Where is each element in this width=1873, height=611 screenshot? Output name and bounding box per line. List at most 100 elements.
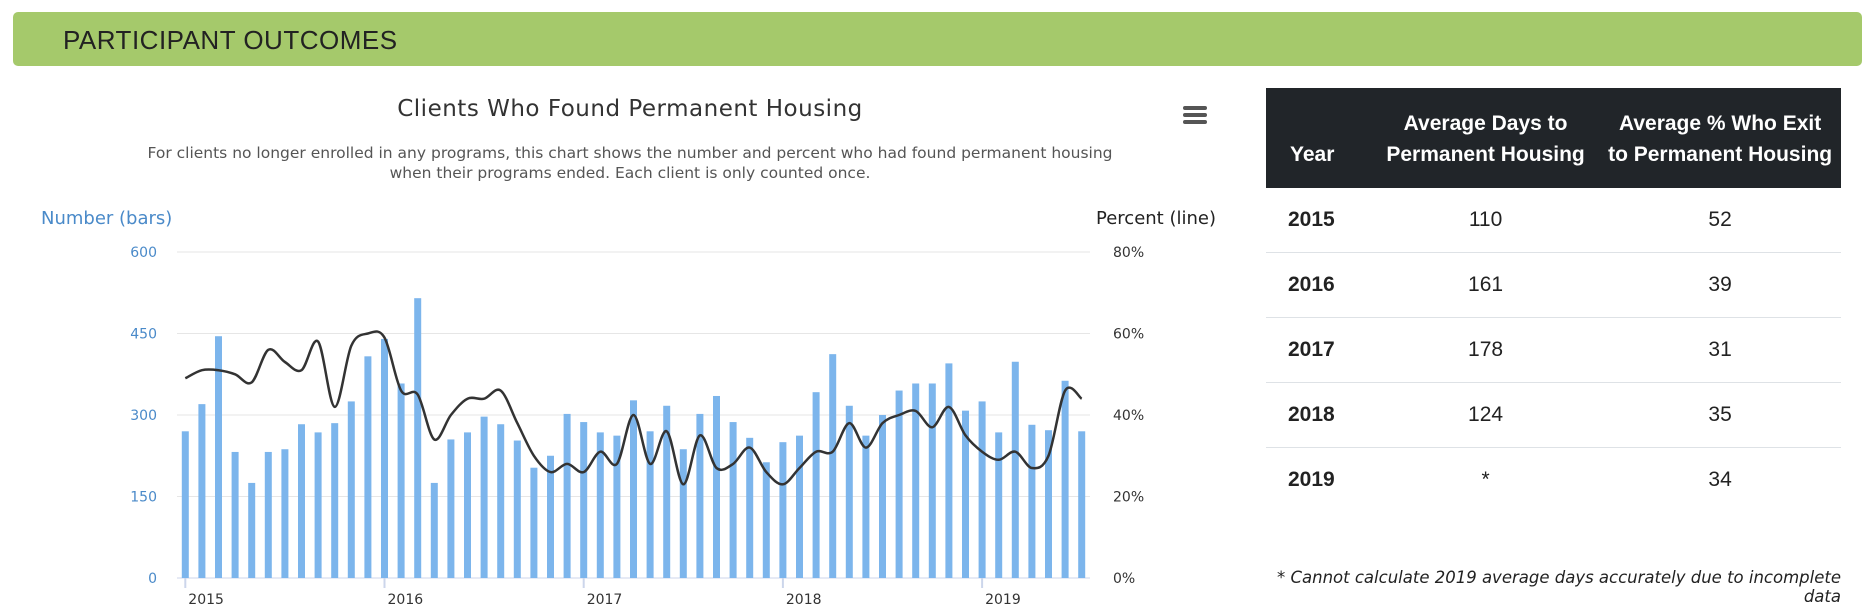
left-axis-title: Number (bars) — [41, 208, 173, 229]
header-year: Year — [1266, 88, 1372, 188]
chart-subtitle-line-2: when their programs ended. Each client i… — [389, 164, 871, 182]
percent-cell: 39 — [1599, 252, 1841, 318]
year-cell: 2019 — [1288, 468, 1335, 491]
bar — [547, 455, 554, 578]
section-title: PARTICIPANT OUTCOMES — [63, 25, 398, 55]
right-tick-label: 80% — [1113, 245, 1144, 261]
bar — [281, 449, 289, 578]
bar — [962, 410, 969, 578]
chart-title: Clients Who Found Permanent Housing — [397, 96, 863, 122]
bar — [812, 392, 820, 578]
bar — [497, 424, 505, 578]
bar — [480, 416, 488, 578]
bar — [845, 405, 853, 578]
bar — [530, 467, 538, 578]
bar — [381, 338, 388, 578]
x-tick-label: 2015 — [188, 592, 224, 608]
percent-cell: 52 — [1599, 188, 1841, 253]
days-cell: 124 — [1371, 382, 1600, 448]
table-header-row: Year Average Days to Permanent Housing A… — [1266, 88, 1841, 188]
chart-subtitle: For clients no longer enrolled in any pr… — [130, 143, 1130, 183]
bar — [580, 422, 588, 578]
year-cell: 2015 — [1266, 188, 1372, 253]
table-row: 2019 * 34 — [1266, 448, 1841, 513]
bar — [430, 482, 438, 578]
bar — [596, 432, 604, 578]
left-tick-label: 150 — [130, 490, 157, 506]
bar — [231, 451, 239, 578]
bar — [762, 462, 770, 578]
x-tick-label: 2018 — [786, 592, 822, 608]
bar — [729, 422, 737, 578]
days-cell: * — [1481, 468, 1490, 491]
bar — [447, 439, 455, 578]
bar — [630, 400, 637, 578]
days-cell: 178 — [1371, 317, 1600, 383]
bar — [563, 413, 571, 578]
header-average-days: Average Days to Permanent Housing — [1371, 88, 1600, 188]
bar — [314, 432, 322, 578]
bar — [1078, 431, 1086, 578]
bar — [829, 354, 837, 578]
bar — [198, 404, 206, 578]
right-tick-label: 60% — [1113, 327, 1144, 343]
bar — [646, 431, 654, 578]
year-cell: 2016 — [1266, 252, 1372, 318]
chart-subtitle-line-1: For clients no longer enrolled in any pr… — [147, 144, 1113, 162]
percent-cell: 31 — [1599, 317, 1841, 383]
bar — [679, 449, 687, 578]
bar — [613, 435, 621, 578]
right-tick-label: 0% — [1113, 571, 1135, 587]
left-tick-label: 300 — [130, 408, 157, 424]
outcomes-table: Year Average Days to Permanent Housing A… — [1266, 88, 1841, 512]
bar — [1045, 430, 1052, 578]
header-average-percent: Average % Who Exit to Permanent Housing — [1599, 88, 1841, 188]
table-row: 2017 178 31 — [1266, 317, 1841, 383]
bar — [298, 424, 305, 578]
bar — [513, 440, 521, 578]
left-tick-label: 600 — [130, 245, 157, 261]
bar — [215, 336, 222, 578]
percent-cell: 34 — [1708, 468, 1732, 491]
table-row: 2016 161 39 — [1266, 252, 1841, 318]
table-row: 2015 110 52 — [1266, 188, 1841, 253]
percent-cell: 35 — [1599, 382, 1841, 448]
days-cell: 161 — [1371, 252, 1600, 318]
combo-chart: 0 150 300 450 600 0% 20% 40% 60% 80% 2015 2016 2017 2… — [130, 245, 1144, 608]
bar — [1011, 361, 1019, 578]
bar — [713, 395, 720, 578]
bar — [945, 363, 953, 578]
bar — [414, 298, 422, 578]
bar — [912, 383, 920, 578]
right-tick-label: 40% — [1113, 408, 1144, 424]
x-tick-label: 2019 — [985, 592, 1021, 608]
x-tick-label: 2016 — [388, 592, 424, 608]
days-cell: 110 — [1371, 188, 1600, 253]
bar — [796, 435, 803, 578]
bar — [464, 432, 471, 578]
bar — [879, 415, 886, 578]
right-axis-title: Percent (line) — [1096, 208, 1216, 229]
table-row: 2018 124 35 — [1266, 382, 1841, 448]
bar — [746, 437, 754, 578]
left-tick-label: 0 — [148, 571, 157, 587]
bar — [696, 413, 704, 578]
year-cell: 2018 — [1266, 382, 1372, 448]
bar — [1028, 424, 1036, 578]
bar — [928, 383, 936, 578]
bar — [248, 482, 256, 578]
right-tick-label: 20% — [1113, 490, 1144, 506]
bar — [397, 383, 405, 578]
bar — [181, 431, 189, 578]
bar — [347, 401, 355, 578]
bar — [663, 405, 671, 578]
bar — [331, 423, 339, 578]
bar — [1061, 380, 1069, 578]
table-footnote: * Cannot calculate 2019 average days acc… — [1277, 568, 1841, 606]
percent-line — [184, 330, 1083, 486]
outcomes-table-container: Year Average Days to Permanent Housing A… — [1266, 88, 1841, 512]
year-cell: 2017 — [1266, 317, 1372, 383]
left-tick-label: 450 — [130, 327, 157, 343]
hamburger-menu-icon[interactable] — [1183, 106, 1207, 128]
bar — [779, 442, 787, 578]
